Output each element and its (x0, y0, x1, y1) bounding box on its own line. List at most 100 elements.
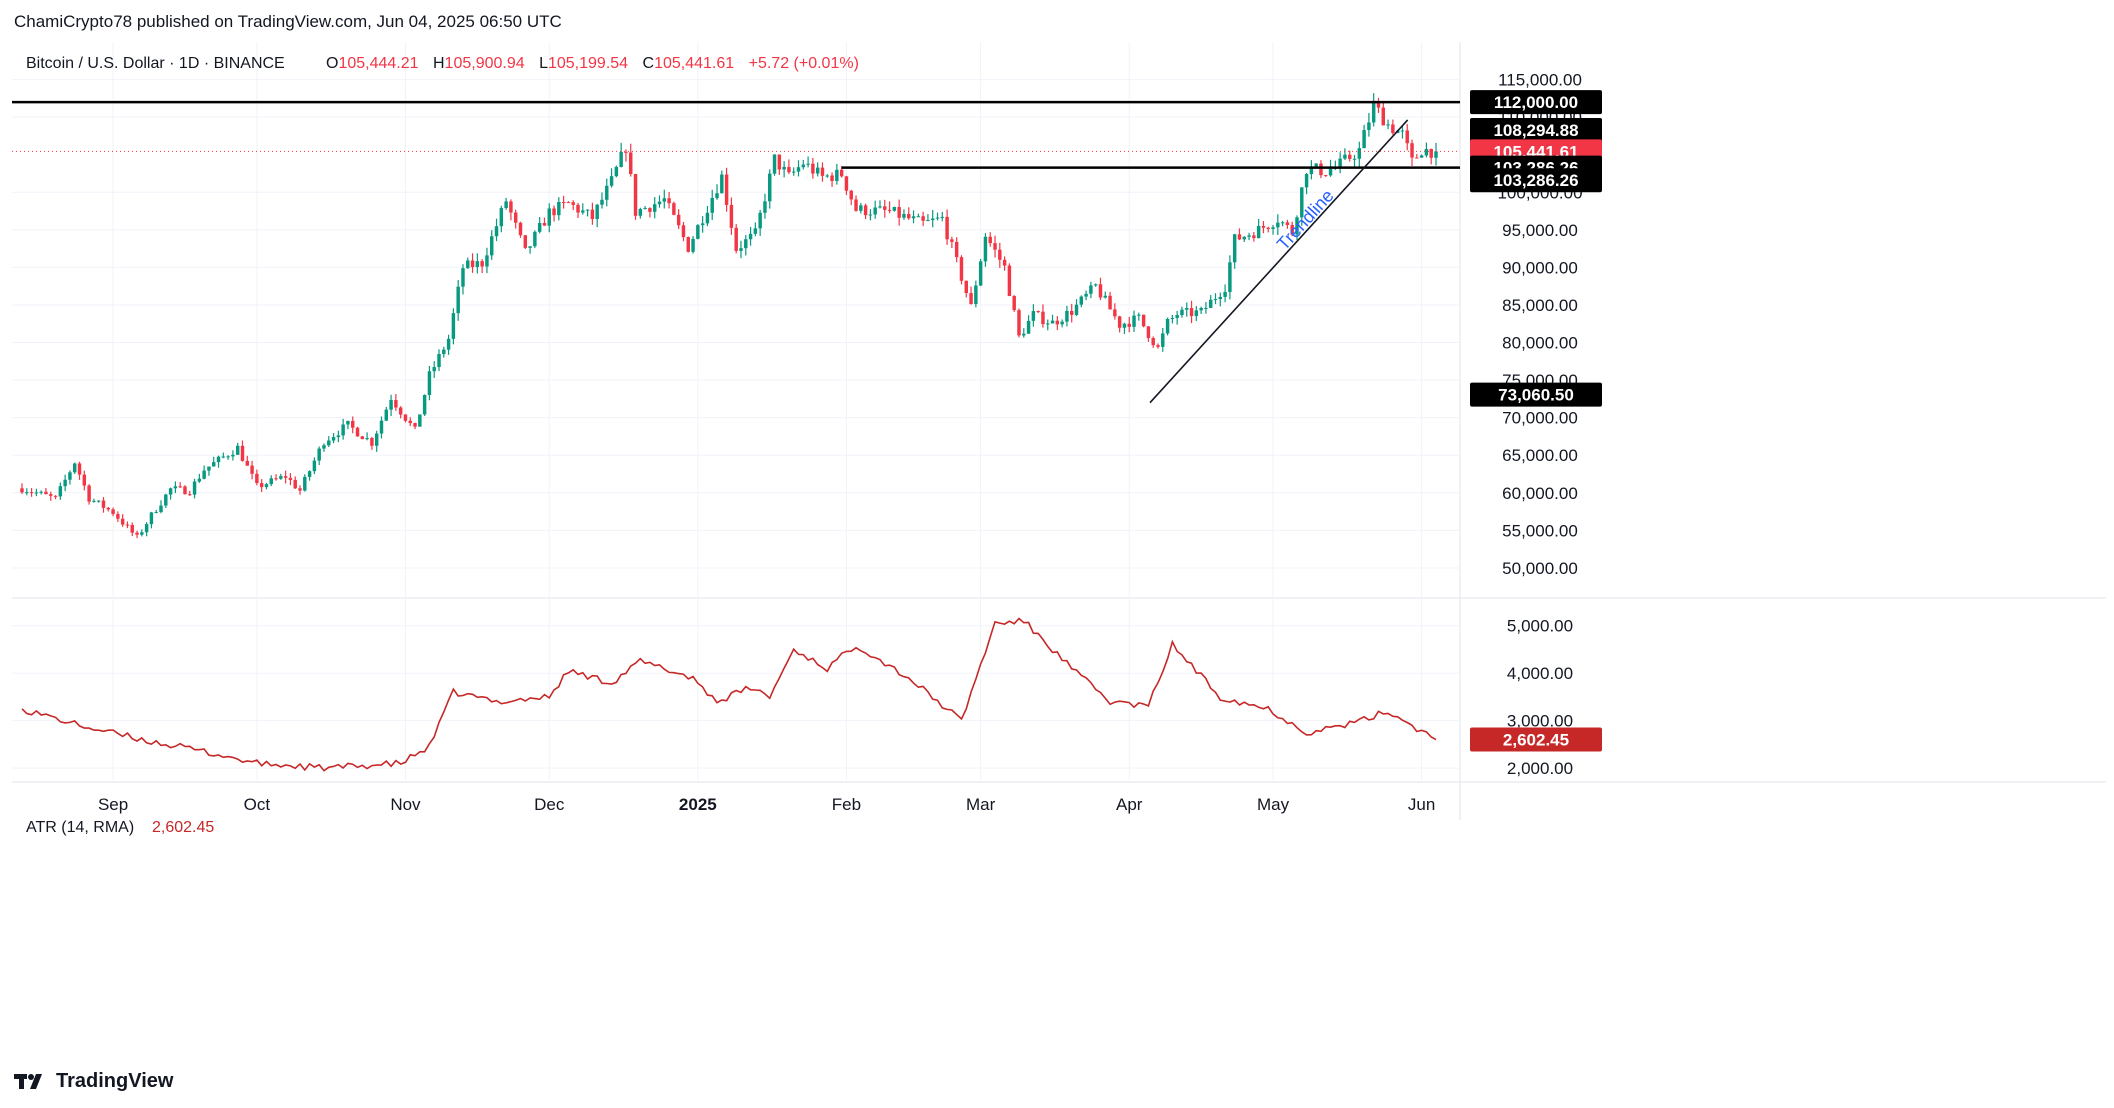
candle-down[interactable] (1324, 174, 1328, 177)
candle-up[interactable] (1400, 125, 1405, 139)
candle-up[interactable] (1276, 214, 1280, 236)
candle-up[interactable] (547, 203, 551, 233)
candle-up[interactable] (68, 470, 72, 485)
candle-up[interactable] (346, 420, 350, 430)
candle-up[interactable] (226, 455, 230, 460)
candle-down[interactable] (370, 436, 374, 450)
candle-down[interactable] (1319, 160, 1323, 179)
candle-down[interactable] (676, 209, 681, 229)
candle-up[interactable] (422, 394, 427, 416)
candle-down[interactable] (907, 207, 911, 220)
candle-down[interactable] (1002, 256, 1007, 271)
chart-svg[interactable]: Trendline 50,000.00 55,000.00 60,000.00 65,… (12, 42, 2106, 1060)
candle-up[interactable] (1338, 152, 1342, 174)
candle-up[interactable] (499, 205, 504, 233)
candle-up[interactable] (595, 203, 599, 228)
candle-up[interactable] (1022, 328, 1026, 338)
candle-up[interactable] (327, 436, 331, 448)
candle-up[interactable] (801, 159, 806, 170)
candle-down[interactable] (29, 488, 34, 497)
candle-down[interactable] (509, 199, 513, 221)
candle-down[interactable] (1127, 316, 1131, 333)
candle-down[interactable] (250, 460, 254, 480)
candle-down[interactable] (566, 201, 571, 204)
candle-up[interactable] (691, 235, 695, 254)
candle-down[interactable] (1252, 232, 1256, 242)
candle-up[interactable] (39, 490, 43, 495)
candle-up[interactable] (322, 443, 326, 452)
candle-up[interactable] (389, 394, 393, 417)
candle-down[interactable] (729, 197, 734, 235)
candle-up[interactable] (1185, 302, 1189, 317)
candle-down[interactable] (120, 514, 125, 527)
candle-up[interactable] (197, 473, 202, 483)
candle-up[interactable] (662, 189, 667, 209)
candle-down[interactable] (887, 201, 892, 214)
candle-up[interactable] (1026, 315, 1031, 334)
candle-up[interactable] (504, 197, 508, 210)
candle-up[interactable] (1371, 93, 1376, 127)
candle-down[interactable] (1017, 308, 1021, 338)
candle-up[interactable] (159, 500, 163, 514)
candle-up[interactable] (1170, 314, 1175, 324)
candle-down[interactable] (787, 159, 791, 175)
atr-layer[interactable] (21, 617, 1437, 772)
candle-down[interactable] (811, 157, 815, 179)
candle-up[interactable] (168, 487, 173, 500)
candle-up[interactable] (25, 488, 29, 496)
candle-up[interactable] (1161, 327, 1165, 352)
candle-down[interactable] (863, 203, 868, 220)
candle-up[interactable] (312, 457, 317, 475)
candle-down[interactable] (77, 461, 82, 480)
candle-down[interactable] (513, 209, 518, 229)
candle-down[interactable] (648, 207, 652, 218)
candle-up[interactable] (140, 529, 144, 537)
candle-down[interactable] (820, 162, 825, 182)
candle-down[interactable] (1007, 263, 1012, 297)
candle-up[interactable] (96, 500, 101, 503)
candle-up[interactable] (585, 209, 590, 217)
candle-up[interactable] (1304, 172, 1309, 195)
candle-down[interactable] (561, 195, 566, 209)
candle-down[interactable] (552, 205, 556, 222)
candle-up[interactable] (868, 209, 873, 221)
candle-down[interactable] (624, 149, 628, 162)
candle-up[interactable] (557, 197, 561, 221)
candle-up[interactable] (149, 511, 154, 529)
candle-up[interactable] (207, 466, 211, 476)
candle-up[interactable] (796, 160, 801, 177)
candle-up[interactable] (1213, 293, 1218, 305)
candle-down[interactable] (53, 495, 58, 500)
candle-up[interactable] (1357, 141, 1362, 167)
candle-up[interactable] (365, 432, 369, 441)
candle-up[interactable] (451, 308, 456, 345)
candle-up[interactable] (614, 165, 619, 178)
candle-up[interactable] (1424, 142, 1429, 158)
candle-down[interactable] (959, 255, 964, 285)
candle-up[interactable] (748, 226, 753, 246)
candle-down[interactable] (44, 488, 48, 495)
candle-up[interactable] (1050, 314, 1055, 324)
candle-down[interactable] (830, 172, 834, 187)
candle-down[interactable] (178, 482, 182, 488)
candle-up[interactable] (475, 253, 480, 274)
candle-up[interactable] (303, 474, 307, 492)
candle-down[interactable] (667, 191, 671, 209)
candle-up[interactable] (1434, 142, 1438, 166)
candle-up[interactable] (1132, 310, 1136, 332)
candle-up[interactable] (1362, 124, 1366, 149)
candle-up[interactable] (446, 334, 451, 355)
candle-down[interactable] (1429, 148, 1433, 165)
candle-up[interactable] (763, 193, 767, 219)
candle-down[interactable] (954, 237, 959, 263)
candle-up[interactable] (700, 216, 705, 233)
candle-down[interactable] (480, 259, 484, 274)
candle-down[interactable] (1415, 153, 1419, 159)
candle-up[interactable] (1208, 295, 1213, 308)
candle-down[interactable] (844, 175, 849, 196)
candle-up[interactable] (1046, 319, 1050, 331)
candle-up[interactable] (63, 474, 67, 492)
candle-up[interactable] (490, 230, 494, 260)
candle-up[interactable] (307, 470, 312, 481)
candle-up[interactable] (1367, 112, 1371, 137)
